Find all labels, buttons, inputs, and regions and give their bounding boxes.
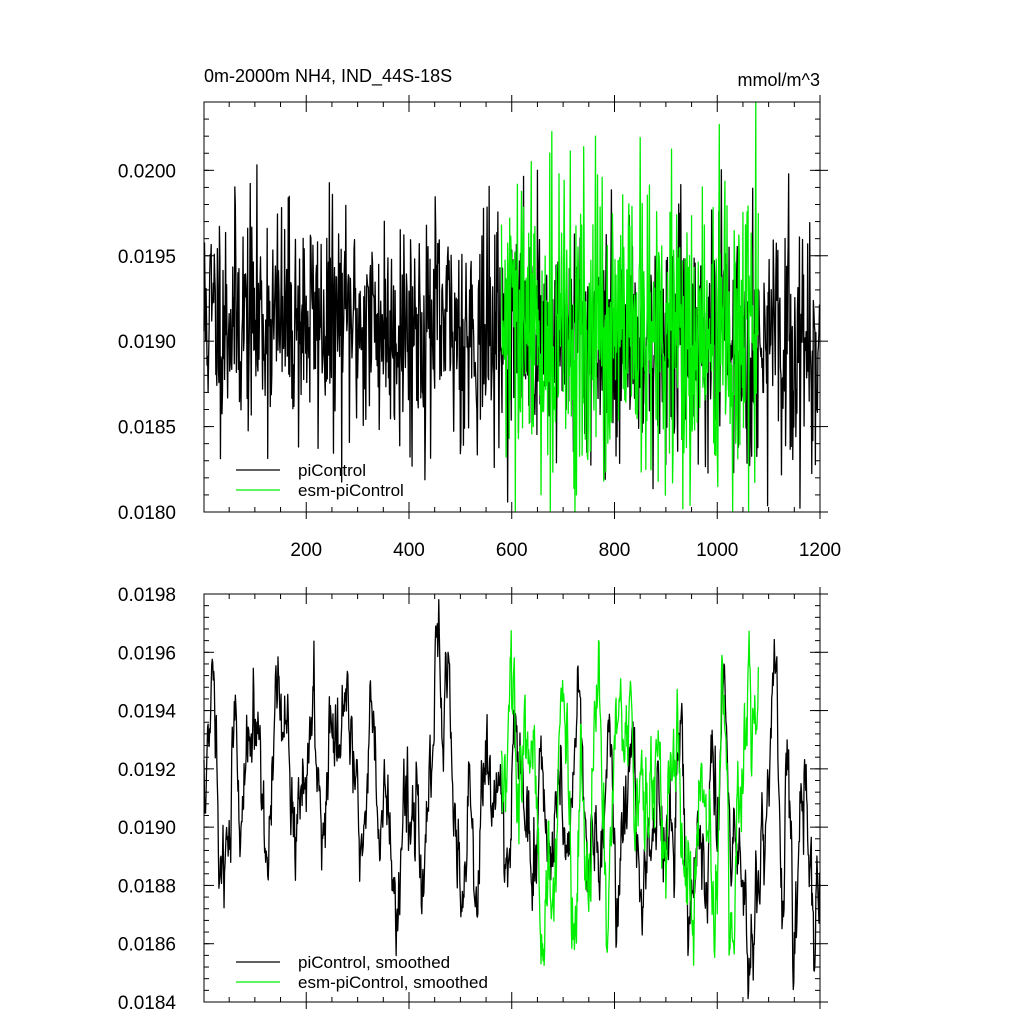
y-tick-label: 0.0184 [118,993,177,1014]
y-tick-label: 0.0198 [118,585,176,606]
legend-label-esm-picontrol-smoothed: esm-piControl, smoothed [298,973,488,992]
top-legend: piControl esm-piControl [236,461,404,500]
bottom-panel: 0.0184 0.0186 0.0188 0.0190 0.0192 0.0194 0.01… [118,585,828,1014]
y-tick-label: 0.0200 [118,161,176,182]
top-tick-layer: 200 400 600 800 1000 1200 0.0180 0.0185 0.0190 0.… [118,95,841,561]
x-tick-label: 800 [599,540,631,561]
bottom-tick-layer: 0.0184 0.0186 0.0188 0.0190 0.0192 0.0194 0.01… [118,585,828,1014]
y-tick-label: 0.0185 [118,418,176,439]
x-tick-label: 400 [393,540,425,561]
bottom-legend: piControl, smoothed esm-piControl, smoot… [236,953,488,992]
x-tick-label: 600 [496,540,528,561]
y-tick-label: 0.0188 [118,876,176,897]
legend-label-picontrol-smoothed: piControl, smoothed [298,953,450,972]
series-line-esm-picontrol [500,101,759,513]
y-tick-label: 0.0195 [118,247,176,268]
bottom-plot-frame [203,593,821,1003]
series-line-esm-picontrol-smoothed [500,630,759,966]
x-tick-label: 1200 [799,540,841,561]
top-panel-units: mmol/m^3 [738,70,820,90]
legend-label-esm-picontrol: esm-piControl [298,481,404,500]
bottom-series-layer [203,599,821,1000]
top-series-layer [203,101,821,513]
x-tick-label: 1000 [696,540,738,561]
y-tick-label: 0.0190 [118,332,176,353]
series-line-picontrol-smoothed [203,599,821,1000]
top-panel-title: 0m-2000m NH4, IND_44S-18S [204,66,452,87]
y-tick-label: 0.0186 [118,935,176,956]
x-tick-label: 200 [290,540,322,561]
top-plot-frame [203,101,821,513]
legend-label-picontrol: piControl [298,461,366,480]
y-tick-label: 0.0180 [118,503,176,524]
y-tick-label: 0.0192 [118,760,176,781]
y-tick-label: 0.0194 [118,702,177,723]
y-tick-label: 0.0190 [118,818,176,839]
y-tick-label: 0.0196 [118,643,176,664]
top-panel: 0m-2000m NH4, IND_44S-18S mmol/m^3 200 40… [118,66,841,561]
